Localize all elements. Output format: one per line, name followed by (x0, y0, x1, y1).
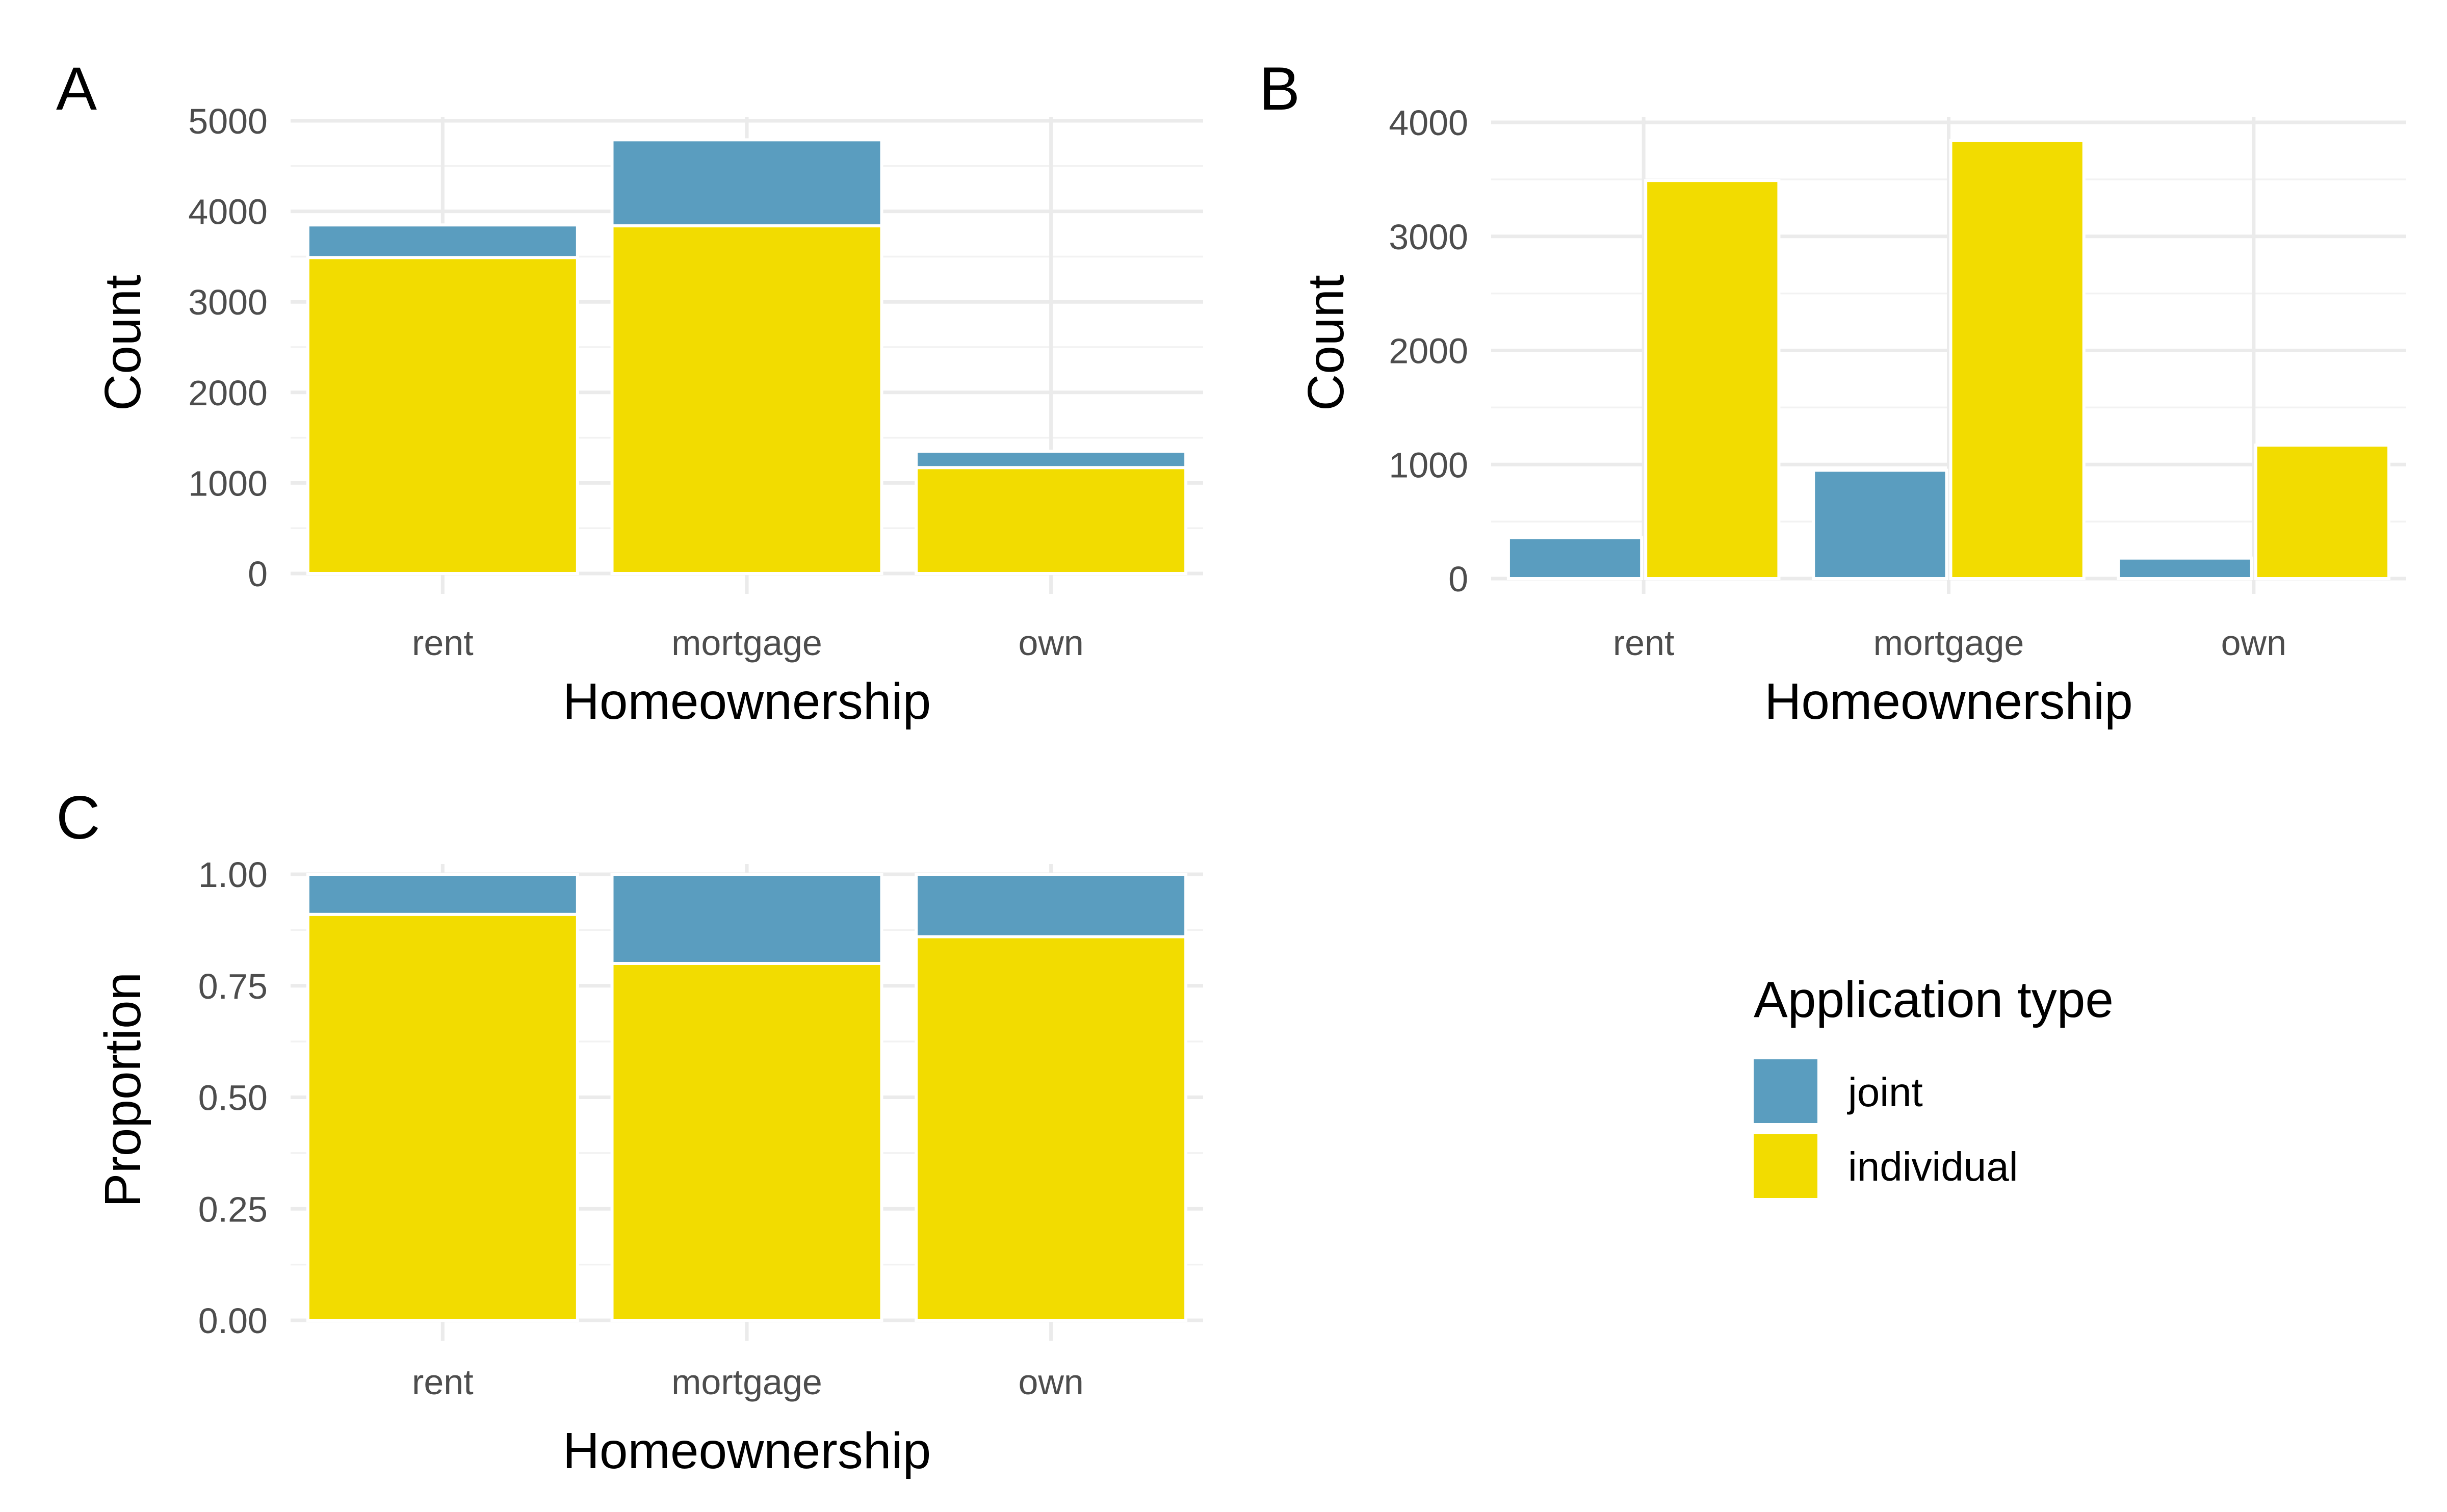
x-tick-label: rent (1613, 623, 1675, 663)
x-tick-label: mortgage (671, 1362, 822, 1402)
y-tick-label: 1000 (188, 463, 268, 503)
bar-joint (1812, 468, 1948, 580)
panel-c: 0.00 0.25 0.50 0.75 1.00 rent mortgage own Homeo… (56, 784, 1203, 1479)
y-tick-label: 0.25 (198, 1189, 268, 1229)
bar-individual (2254, 444, 2391, 581)
bar-joint (306, 873, 579, 916)
bar-joint (610, 138, 883, 228)
y-axis-title: Count (94, 275, 151, 411)
bar-individual (610, 962, 883, 1322)
bar-individual (1644, 179, 1781, 580)
y-tick-label: 3000 (188, 282, 268, 322)
bar-joint (915, 873, 1188, 939)
y-tick-label: 5000 (188, 101, 268, 141)
x-axis-title: Homeownership (1764, 673, 2133, 730)
bar-individual (915, 466, 1188, 576)
panel-tag: B (1259, 55, 1300, 123)
legend-swatch-joint (1754, 1059, 1817, 1123)
bar-individual (306, 256, 579, 575)
y-tick-label: 3000 (1389, 217, 1468, 257)
panel-b: 0 1000 2000 3000 4000 rent mortgage own Homeowne… (1259, 55, 2406, 730)
x-tick-label: rent (412, 623, 474, 663)
x-axis-title: Homeownership (563, 673, 931, 730)
bar-individual (1949, 139, 2086, 580)
panel-tag: C (56, 784, 100, 852)
x-tick-label: mortgage (1873, 623, 2024, 663)
y-tick-label: 1000 (1389, 445, 1468, 485)
y-tick-label: 0.00 (198, 1301, 268, 1341)
x-tick-label: rent (412, 1362, 474, 1402)
panel-tag: A (56, 55, 97, 123)
legend-label-joint: joint (1847, 1070, 1923, 1115)
bar-joint (1506, 536, 1644, 580)
bar-individual (915, 935, 1188, 1322)
x-tick-label: own (1018, 1362, 1083, 1402)
y-tick-label: 2000 (1389, 331, 1468, 371)
y-tick-label: 2000 (188, 373, 268, 413)
y-tick-label: 0.75 (198, 967, 268, 1006)
x-tick-label: mortgage (671, 623, 822, 663)
bar-joint (306, 223, 579, 259)
y-tick-label: 0 (248, 554, 268, 594)
bar-individual (610, 224, 883, 575)
y-tick-label: 0 (1448, 559, 1468, 599)
y-axis-title: Count (1297, 275, 1355, 411)
y-tick-label: 0.50 (198, 1078, 268, 1118)
y-tick-label: 4000 (188, 192, 268, 232)
y-tick-label: 4000 (1389, 103, 1468, 143)
panel-a: 0 1000 2000 3000 4000 5000 rent mortgage own Home… (56, 55, 1203, 730)
bar-individual (306, 913, 579, 1322)
legend: Application type joint individual (1754, 971, 2114, 1198)
bar-joint (610, 873, 883, 965)
x-tick-label: own (2221, 623, 2286, 663)
legend-swatch-individual (1754, 1134, 1817, 1198)
x-tick-label: own (1018, 623, 1083, 663)
legend-label-individual: individual (1848, 1144, 2018, 1189)
legend-title: Application type (1754, 971, 2114, 1028)
bar-joint (915, 450, 1188, 470)
y-axis-title: Proportion (94, 972, 151, 1207)
x-axis-title: Homeownership (563, 1422, 931, 1479)
bar-joint (2117, 556, 2253, 580)
y-tick-label: 1.00 (198, 855, 268, 895)
